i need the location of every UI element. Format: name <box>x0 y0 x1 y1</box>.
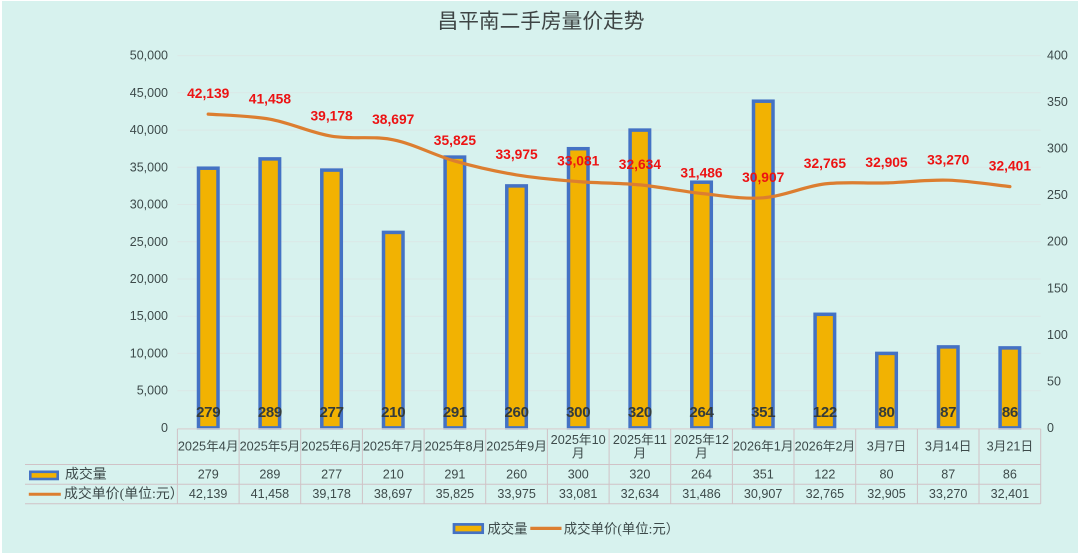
svg-text:35,825: 35,825 <box>436 487 475 501</box>
svg-text:351: 351 <box>753 468 774 482</box>
svg-text:33,270: 33,270 <box>927 152 970 167</box>
svg-text:40,000: 40,000 <box>130 123 168 137</box>
svg-text:210: 210 <box>383 468 404 482</box>
svg-text:25,000: 25,000 <box>130 235 168 249</box>
svg-text:32,765: 32,765 <box>804 156 847 171</box>
svg-text:39,178: 39,178 <box>310 108 353 123</box>
svg-text:277: 277 <box>320 404 344 421</box>
svg-text:289: 289 <box>259 468 280 482</box>
svg-text:昌平南二手房量价走势: 昌平南二手房量价走势 <box>438 10 645 33</box>
svg-text:50,000: 50,000 <box>130 49 168 63</box>
svg-text:3月21日: 3月21日 <box>987 440 1034 454</box>
svg-text:300: 300 <box>568 468 589 482</box>
svg-text:150: 150 <box>1047 281 1068 295</box>
svg-text:月: 月 <box>572 446 585 460</box>
svg-text:289: 289 <box>258 404 282 421</box>
svg-text:2025年9月: 2025年9月 <box>486 440 547 454</box>
svg-text:2026年1月: 2026年1月 <box>733 440 794 454</box>
svg-text:2025年10: 2025年10 <box>551 433 606 447</box>
svg-text:32,905: 32,905 <box>867 487 906 501</box>
svg-text:264: 264 <box>691 468 712 482</box>
svg-text:291: 291 <box>444 468 465 482</box>
svg-text:351: 351 <box>751 404 775 421</box>
svg-text:33,270: 33,270 <box>929 487 968 501</box>
svg-text:2026年2月: 2026年2月 <box>795 440 856 454</box>
svg-text:86: 86 <box>1002 404 1018 421</box>
svg-text:3月7日: 3月7日 <box>867 440 907 454</box>
svg-text:32,401: 32,401 <box>989 159 1032 174</box>
svg-text:260: 260 <box>505 404 529 421</box>
svg-text:38,697: 38,697 <box>372 112 415 127</box>
svg-text:291: 291 <box>443 404 467 421</box>
svg-text:35,825: 35,825 <box>434 133 477 148</box>
svg-text:成交量: 成交量 <box>487 521 527 537</box>
svg-text:33,975: 33,975 <box>497 487 536 501</box>
svg-text:122: 122 <box>814 468 835 482</box>
svg-text:35,000: 35,000 <box>130 160 168 174</box>
svg-text:20,000: 20,000 <box>130 272 168 286</box>
svg-text:210: 210 <box>381 404 405 421</box>
svg-text:260: 260 <box>506 468 527 482</box>
svg-text:2025年11: 2025年11 <box>613 433 667 447</box>
svg-text:50: 50 <box>1047 374 1061 388</box>
svg-text:2025年12: 2025年12 <box>674 433 729 447</box>
svg-text:80: 80 <box>878 404 894 421</box>
svg-text:350: 350 <box>1047 95 1068 109</box>
svg-text:300: 300 <box>1047 142 1068 156</box>
svg-text:264: 264 <box>689 404 714 421</box>
svg-text:42,139: 42,139 <box>189 487 228 501</box>
svg-text:250: 250 <box>1047 188 1068 202</box>
svg-text:2025年4月: 2025年4月 <box>178 440 239 454</box>
svg-text:0: 0 <box>161 421 168 435</box>
svg-text:320: 320 <box>628 404 652 421</box>
svg-text:87: 87 <box>941 468 955 482</box>
svg-text:45,000: 45,000 <box>130 86 168 100</box>
svg-text:38,697: 38,697 <box>374 487 413 501</box>
svg-text:42,139: 42,139 <box>187 86 230 101</box>
svg-text:39,178: 39,178 <box>312 487 351 501</box>
svg-text:10,000: 10,000 <box>130 346 168 360</box>
svg-text:2025年7月: 2025年7月 <box>363 440 424 454</box>
svg-text:成交量: 成交量 <box>65 466 107 483</box>
svg-text:32,905: 32,905 <box>865 155 908 170</box>
svg-text:32,634: 32,634 <box>619 157 662 172</box>
svg-text:2025年5月: 2025年5月 <box>240 440 301 454</box>
svg-text:86: 86 <box>1003 468 1017 482</box>
svg-text:月: 月 <box>634 446 647 460</box>
svg-text:122: 122 <box>813 404 837 421</box>
svg-text:31,486: 31,486 <box>682 487 721 501</box>
svg-text:32,634: 32,634 <box>621 487 660 501</box>
svg-text:33,081: 33,081 <box>557 154 600 169</box>
svg-text:5,000: 5,000 <box>137 384 168 398</box>
svg-text:100: 100 <box>1047 328 1068 342</box>
svg-text:277: 277 <box>321 468 342 482</box>
svg-text:2025年6月: 2025年6月 <box>301 440 362 454</box>
svg-text:32,401: 32,401 <box>991 487 1030 501</box>
svg-text:41,458: 41,458 <box>249 91 292 106</box>
svg-text:279: 279 <box>198 468 219 482</box>
svg-text:80: 80 <box>879 468 893 482</box>
svg-text:月: 月 <box>695 446 708 460</box>
svg-text:3月14日: 3月14日 <box>925 440 972 454</box>
svg-text:30,907: 30,907 <box>742 170 785 185</box>
svg-text:200: 200 <box>1047 235 1068 249</box>
svg-text:33,081: 33,081 <box>559 487 598 501</box>
svg-text:320: 320 <box>629 468 650 482</box>
svg-text:30,000: 30,000 <box>130 198 168 212</box>
svg-text:成交单价(单位:元）: 成交单价(单位:元） <box>64 485 184 502</box>
svg-text:41,458: 41,458 <box>251 487 290 501</box>
svg-text:33,975: 33,975 <box>495 147 538 162</box>
svg-text:32,765: 32,765 <box>806 487 845 501</box>
svg-text:400: 400 <box>1047 49 1068 63</box>
svg-text:31,486: 31,486 <box>680 166 723 181</box>
svg-text:30,907: 30,907 <box>744 487 783 501</box>
svg-text:2025年8月: 2025年8月 <box>425 440 486 454</box>
svg-text:87: 87 <box>940 404 956 421</box>
svg-text:300: 300 <box>566 404 590 421</box>
svg-text:成交单价(单位:元）: 成交单价(单位:元） <box>564 521 679 537</box>
svg-text:15,000: 15,000 <box>130 309 168 323</box>
svg-text:0: 0 <box>1047 421 1054 435</box>
svg-text:279: 279 <box>196 404 220 421</box>
